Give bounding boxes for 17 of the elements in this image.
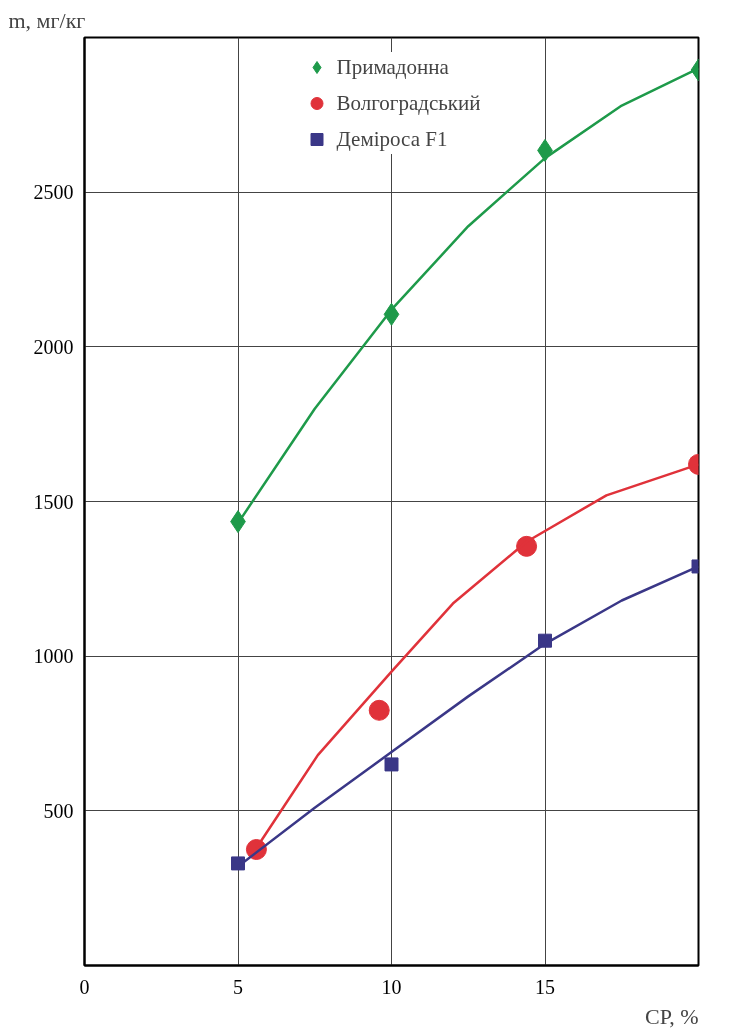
y-tick-label: 1500 (33, 490, 74, 513)
x-tick-label: 10 (381, 975, 402, 998)
x-tick-label: 0 (79, 975, 90, 998)
y-tick-label: 2500 (33, 181, 74, 204)
x-tick-label: 5 (233, 975, 243, 998)
y-tick-label: 1000 (33, 645, 74, 668)
y-axis-title: m, мг/кг (8, 7, 86, 33)
legend-label: Деміроса F1 (336, 126, 448, 152)
point (384, 757, 399, 772)
x-tick-label: 15 (535, 975, 555, 998)
x-axis-title: СР, % (645, 1003, 699, 1029)
point (231, 856, 245, 871)
y-tick-label: 2000 (33, 335, 74, 358)
legend-label: Волгоградський (336, 90, 481, 116)
y-tick-label: 500 (43, 799, 74, 822)
legend-label: Примадонна (336, 54, 449, 80)
point (368, 699, 390, 721)
